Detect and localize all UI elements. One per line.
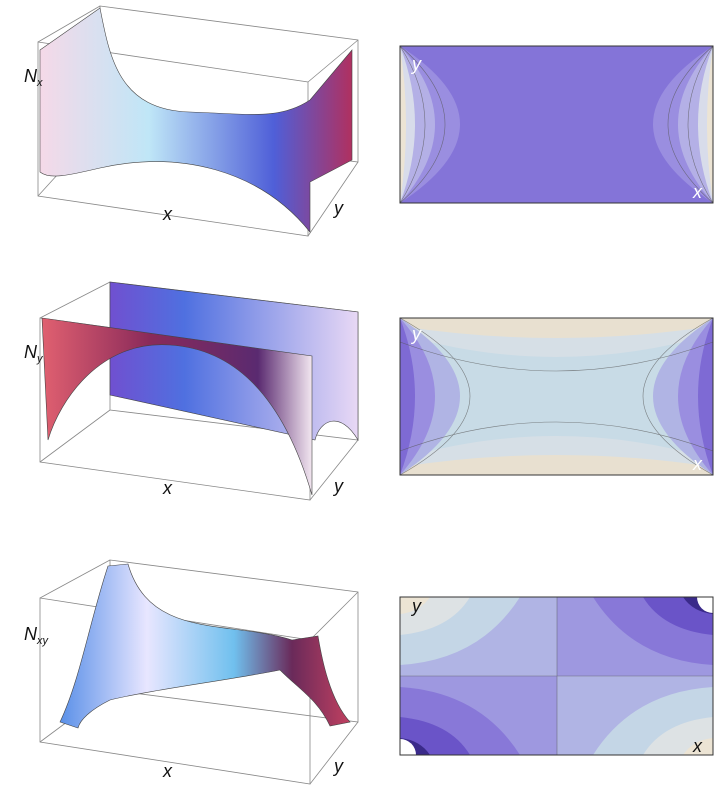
axis-index: xy xyxy=(36,635,50,647)
corner-label: y xyxy=(410,54,422,74)
corner-label: x xyxy=(692,182,703,202)
corner-label: y xyxy=(410,324,422,344)
surface-plot: N y x y xyxy=(24,281,359,501)
corner-label: x xyxy=(692,736,703,756)
surface xyxy=(39,7,353,233)
y-label: y xyxy=(332,198,344,218)
surface-plot: N xy x y xyxy=(24,559,359,785)
axis-index: x xyxy=(36,77,43,89)
y-label: y xyxy=(332,476,344,496)
axis-symbol: N xyxy=(24,342,38,362)
corner-label: x xyxy=(692,454,703,474)
y-label: y xyxy=(332,756,344,776)
surface xyxy=(59,563,351,729)
x-label: x xyxy=(162,761,173,781)
axis-symbol: N xyxy=(24,66,38,86)
x-label: x xyxy=(162,204,173,224)
surface xyxy=(41,317,313,496)
corner-label: y xyxy=(410,596,422,616)
contour-plot: y x xyxy=(384,581,715,771)
contour-plot: y x xyxy=(399,45,714,204)
contour-plot: y x xyxy=(399,317,714,476)
surface-plot: N x x y xyxy=(24,5,359,237)
axis-symbol: N xyxy=(24,624,38,644)
axis-index: y xyxy=(36,353,44,365)
x-label: x xyxy=(162,478,173,498)
